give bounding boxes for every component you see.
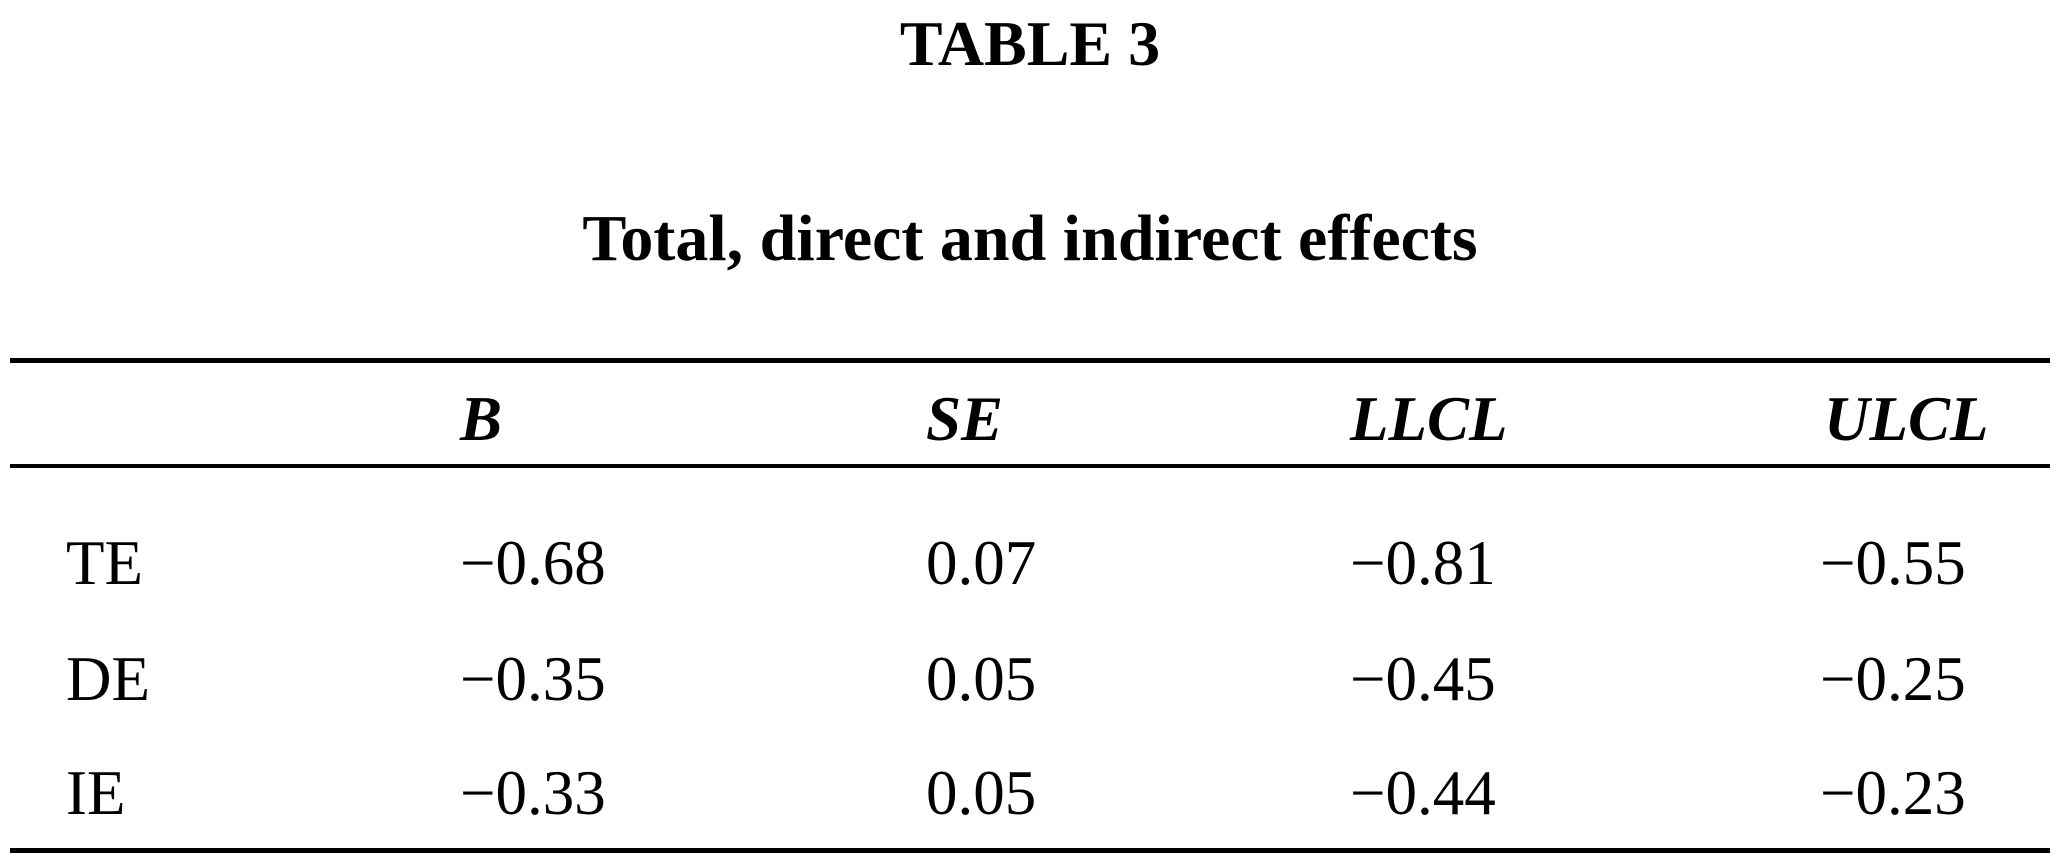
column-header: ULCL	[1824, 384, 1989, 454]
table-cell: −0.23	[1820, 758, 1966, 828]
table-cell: −0.45	[1350, 644, 1496, 714]
header-rule	[10, 464, 2050, 468]
table-cell: 0.05	[926, 644, 1037, 714]
column-header: SE	[926, 384, 1004, 454]
row-label: TE	[66, 528, 143, 598]
table-cell: 0.05	[926, 758, 1037, 828]
bottom-rule	[10, 848, 2050, 853]
column-header: B	[460, 384, 503, 454]
table-cell: 0.07	[926, 528, 1037, 598]
table-cell: −0.55	[1820, 528, 1966, 598]
table-cell: −0.35	[460, 644, 606, 714]
table-cell: −0.33	[460, 758, 606, 828]
table-title: TABLE 3	[899, 8, 1161, 79]
top-rule	[10, 358, 2050, 363]
row-label: IE	[66, 758, 126, 828]
table-cell: −0.68	[460, 528, 606, 598]
column-header: LLCL	[1350, 384, 1508, 454]
table-cell: −0.81	[1350, 528, 1496, 598]
table-cell: −0.44	[1350, 758, 1496, 828]
row-label: DE	[66, 644, 150, 714]
table-caption: Total, direct and indirect effects	[582, 202, 1478, 275]
table-cell: −0.25	[1820, 644, 1966, 714]
